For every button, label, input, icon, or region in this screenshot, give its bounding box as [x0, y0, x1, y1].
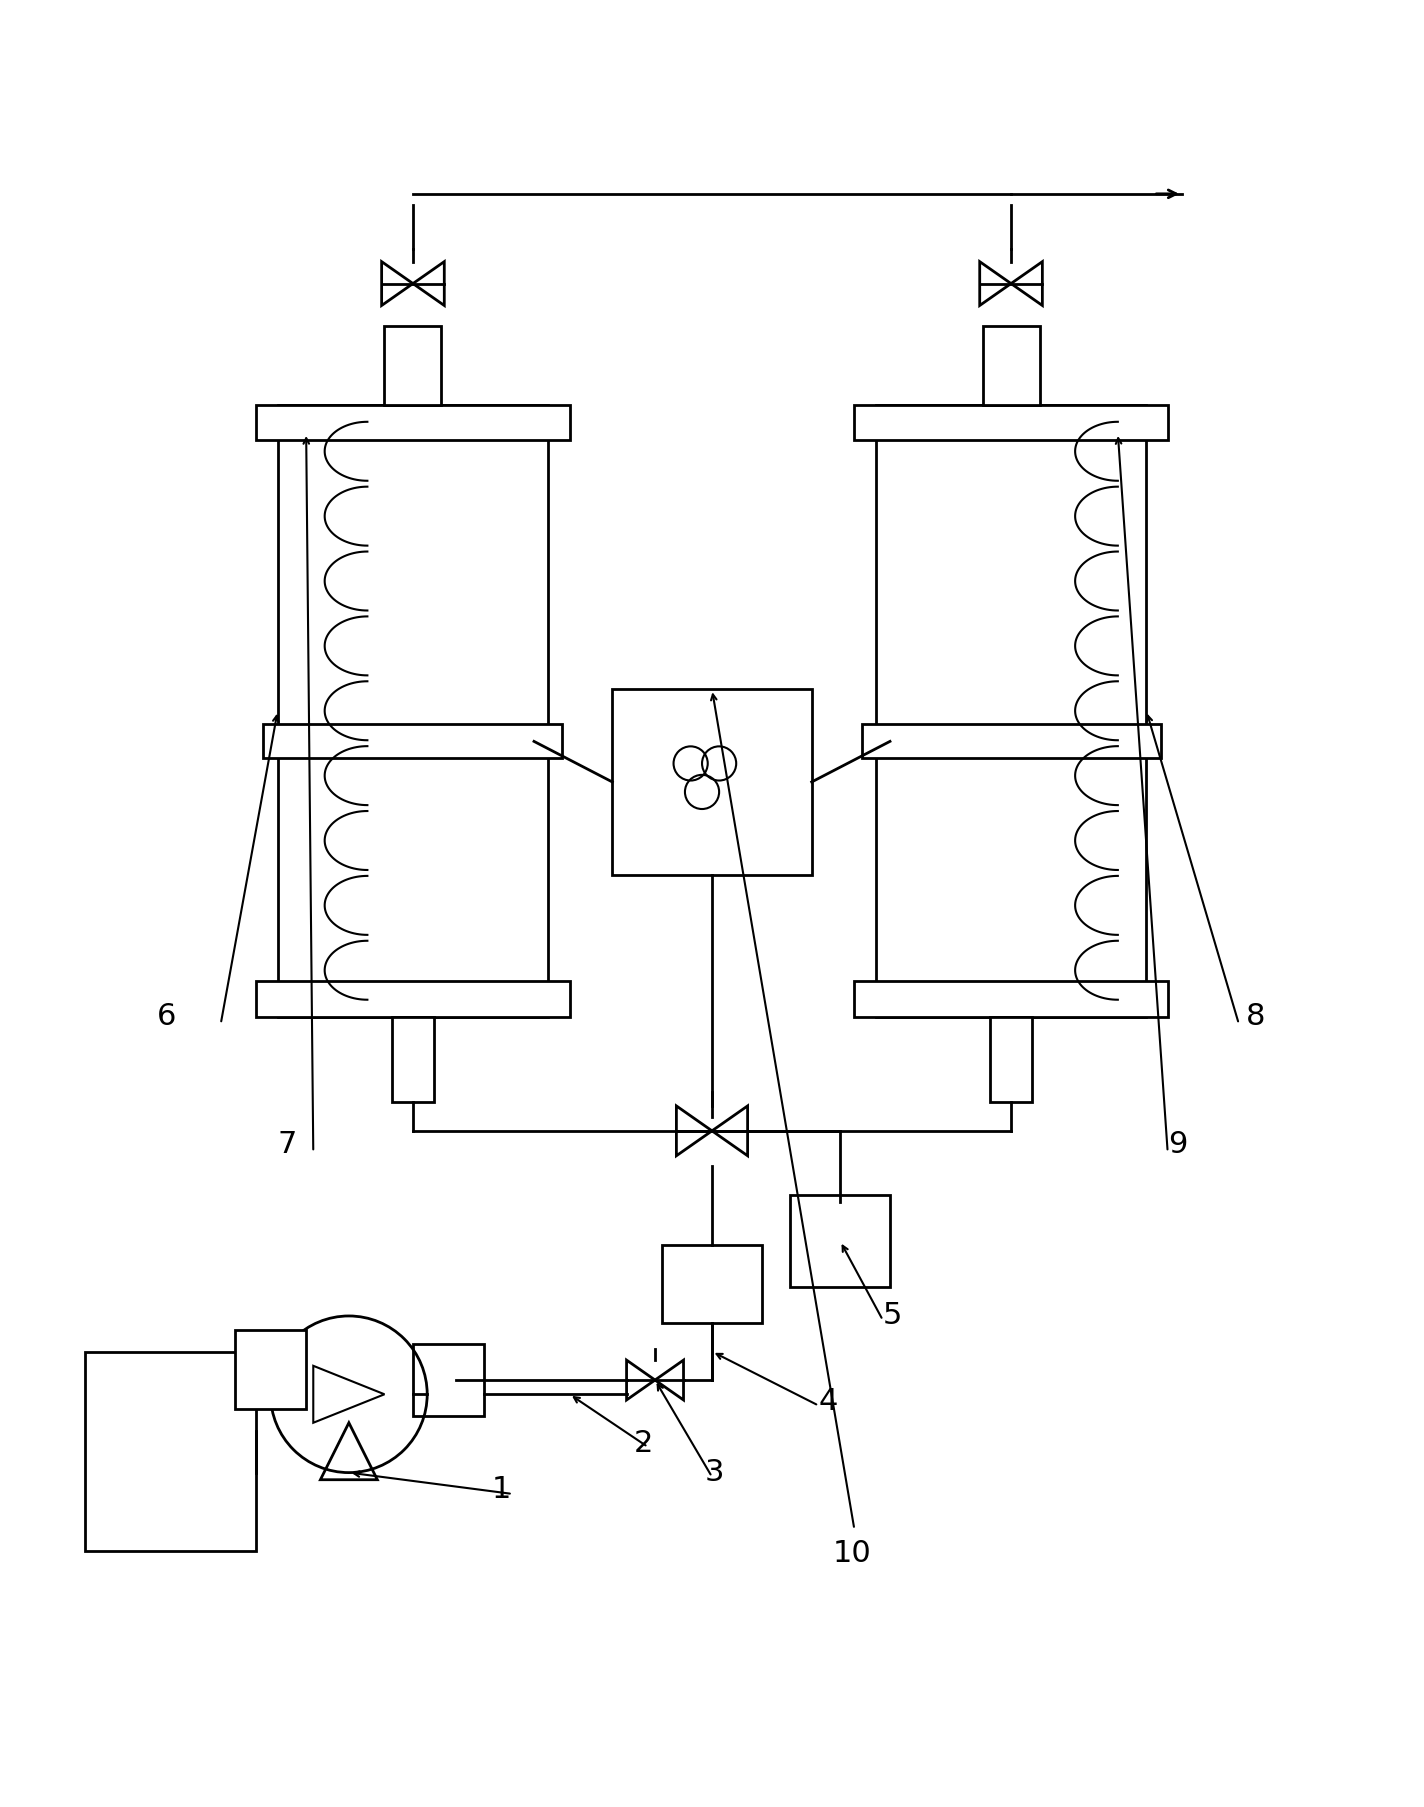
- Text: 6: 6: [157, 1001, 177, 1030]
- Bar: [854, 981, 1168, 1017]
- Text: 8: 8: [1246, 1001, 1266, 1030]
- Bar: [263, 725, 562, 759]
- Text: 7: 7: [278, 1129, 298, 1158]
- Bar: [662, 1245, 762, 1323]
- Bar: [983, 327, 1040, 405]
- Text: 1: 1: [491, 1475, 511, 1503]
- Text: 10: 10: [833, 1538, 871, 1567]
- Text: 5: 5: [883, 1301, 903, 1330]
- Bar: [256, 981, 570, 1017]
- Bar: [790, 1194, 890, 1288]
- Bar: [278, 405, 548, 1017]
- Bar: [85, 1352, 256, 1550]
- Bar: [862, 725, 1161, 759]
- Bar: [990, 1017, 1032, 1102]
- Text: 2: 2: [634, 1429, 654, 1458]
- Text: 3: 3: [705, 1456, 725, 1485]
- Text: 4: 4: [819, 1386, 839, 1415]
- Bar: [235, 1330, 306, 1409]
- Bar: [876, 405, 1146, 1017]
- Bar: [256, 405, 570, 441]
- Bar: [854, 405, 1168, 441]
- Text: 9: 9: [1168, 1129, 1188, 1158]
- Bar: [612, 690, 812, 875]
- Bar: [384, 327, 441, 405]
- Bar: [413, 1344, 484, 1417]
- Bar: [392, 1017, 434, 1102]
